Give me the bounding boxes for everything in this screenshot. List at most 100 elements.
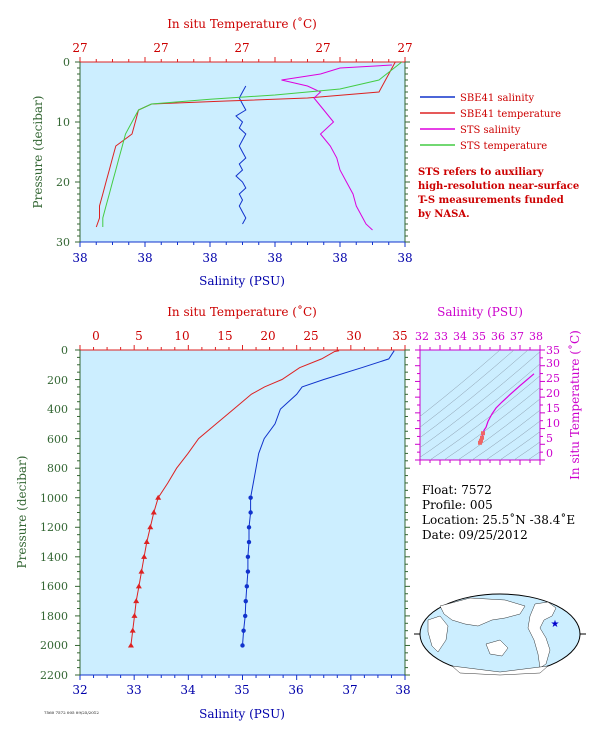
ts-top-tick-3: 35 [472,330,486,343]
main-panel-top-ticks: 0 5 10 15 20 25 30 35 [92,329,407,343]
top-panel: In situ Temperature (˚C) Salinity (PSU) … [31,16,413,288]
temperature-marker [147,524,154,530]
temperature-marker [155,494,162,500]
main-left-tick-11: 2200 [40,669,68,682]
salinity-profile-line [242,350,395,646]
ts-top-tick-2: 34 [453,330,467,343]
main-top-tick-7: 35 [392,329,407,343]
left-tick-2: 20 [56,176,70,189]
top-panel-top-ticks: 27 27 27 27 27 [72,41,412,55]
top-tick-3: 27 [315,41,330,55]
top-panel-bottom-title: Salinity (PSU) [199,274,285,288]
sts-note-line-4: by NASA. [418,209,470,220]
bottom-tick-0: 38 [72,251,87,265]
salinity-marker [240,643,245,648]
main-bottom-tick-0: 32 [72,683,87,697]
sts-note: STS refers to auxiliary high-resolution … [418,167,579,220]
legend-label-sts-temperature: STS temperature [460,141,547,152]
ts-right-tick-3: 15 [546,402,560,415]
top-panel-axes [75,57,410,247]
ts-top-tick-0: 32 [415,330,429,343]
bottom-tick-5: 38 [397,251,412,265]
main-panel-bottom-title: Salinity (PSU) [199,707,285,721]
main-left-tick-0: 0 [61,344,68,357]
ts-panel-series [420,350,540,460]
salinity-marker [248,510,253,515]
ts-top-tick-4: 36 [491,330,505,343]
top-panel-left-title: Pressure (decibar) [31,96,45,209]
float-info: Float: 7572 Profile: 005 Location: 25.5˚… [422,483,575,542]
main-left-tick-4: 800 [47,462,68,475]
main-panel-series [127,350,395,648]
top-panel-bottom-ticks: 38 38 38 38 38 38 [72,251,412,265]
ts-point [480,435,484,440]
ts-right-tick-4: 20 [546,387,560,400]
temperature-marker [135,583,142,589]
top-series-line-2 [281,64,393,231]
ts-density-contour [457,398,540,460]
bottom-tick-2: 38 [202,251,217,265]
salinity-marker [248,495,253,500]
left-tick-0: 0 [63,56,70,69]
main-top-tick-5: 25 [303,329,318,343]
temperature-marker [138,568,145,574]
main-top-tick-0: 0 [92,329,100,343]
salinity-marker [241,628,246,633]
footer-tiny-text: 7560 7572 005 09/25/2012 [44,710,99,715]
legend: SBE41 salinity SBE41 temperature STS sal… [420,93,561,152]
ts-top-tick-6: 38 [529,330,543,343]
ts-density-contour [429,375,540,460]
ts-panel-right-title: In situ Temperature (˚C) [567,330,582,480]
main-top-tick-3: 15 [217,329,232,343]
temperature-marker [131,612,138,618]
left-tick-1: 10 [56,116,70,129]
map-land-africa [427,615,449,653]
main-bottom-tick-3: 35 [234,683,249,697]
ts-density-contour [420,350,515,428]
float-id: Float: 7572 [422,483,492,497]
main-left-tick-10: 2000 [40,639,68,652]
map-land-eurasia [439,597,526,627]
map-land-americas [527,601,557,669]
ts-density-contour [485,420,540,460]
main-top-tick-6: 30 [346,329,361,343]
top-tick-1: 27 [153,41,168,55]
main-left-tick-6: 1200 [40,521,68,534]
map-land-antarctica [451,665,549,676]
top-tick-0: 27 [72,41,87,55]
top-panel-series [95,61,403,231]
ts-density-contour [499,431,540,460]
salinity-marker [243,613,248,619]
main-bottom-tick-4: 36 [288,683,303,697]
salinity-marker [246,525,252,530]
main-left-tick-2: 400 [47,403,68,416]
ts-panel-top-ticks: 32 33 34 35 36 37 38 [415,330,543,343]
main-panel-left-title: Pressure (decibar) [15,456,29,569]
ts-right-tick-5: 25 [546,372,560,385]
main-top-tick-4: 20 [260,329,275,343]
salinity-marker [245,554,251,560]
top-series-line-0 [235,85,247,225]
date: Date: 09/25/2012 [422,528,528,542]
legend-label-sts-salinity: STS salinity [460,125,521,136]
world-map: ★ [414,593,586,676]
main-top-tick-1: 5 [135,329,143,343]
bottom-tick-3: 38 [267,251,282,265]
main-top-tick-2: 10 [174,329,189,343]
top-tick-4: 27 [397,41,412,55]
ts-right-tick-2: 10 [546,417,560,430]
main-panel-left-ticks: 0 200 400 600 800 1000 1200 1400 1600 18… [40,344,68,682]
ts-top-tick-5: 37 [510,330,524,343]
ts-right-tick-1: 5 [546,432,553,445]
main-panel: In situ Temperature (˚C) Salinity (PSU) … [15,304,411,721]
location: Location: 25.5˚N -38.4˚E [422,512,575,527]
top-tick-2: 27 [234,41,249,55]
legend-label-sbe-temperature: SBE41 temperature [460,109,561,120]
main-left-tick-1: 200 [47,374,68,387]
main-left-tick-8: 1600 [40,580,68,593]
main-left-tick-3: 600 [47,433,68,446]
main-left-tick-9: 1800 [40,610,68,623]
ts-panel: Salinity (PSU) In situ Temperature (˚C) … [415,305,582,480]
left-tick-3: 30 [56,236,70,249]
map-land-australia [485,639,509,657]
